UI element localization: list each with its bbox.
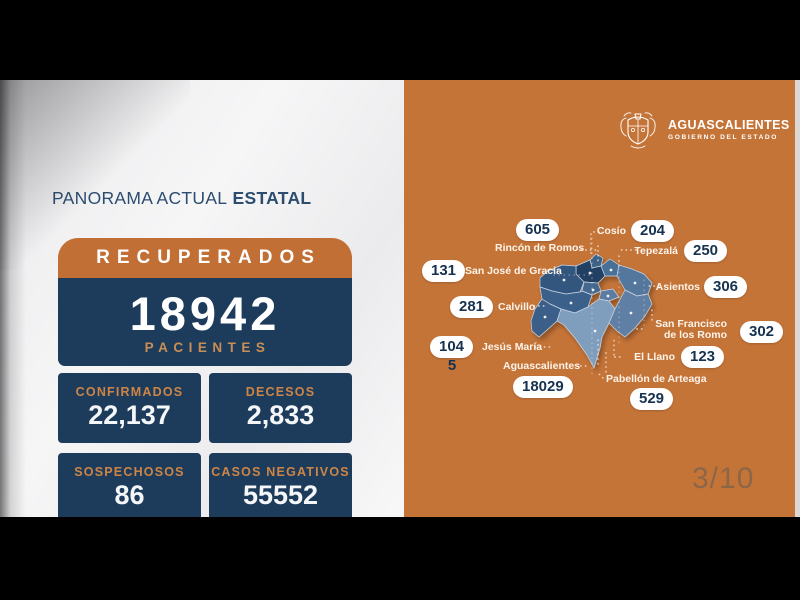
- government-logo: AGUASCALIENTES GOBIERNO DEL ESTADO: [614, 106, 790, 154]
- page-title-regular: PANORAMA ACTUAL: [52, 188, 228, 208]
- stat-value: 86: [114, 480, 145, 511]
- recovered-label: RECUPERADOS: [96, 247, 321, 268]
- badge-jesus-maria: 104: [430, 336, 474, 358]
- badge-asientos: 306: [704, 276, 748, 298]
- page-title-bold: ESTATAL: [232, 188, 312, 208]
- label-san-francisco-de-los-romo: San Francisco de los Romo: [655, 318, 727, 342]
- badge-tepezala: 250: [684, 240, 728, 262]
- badge-calvillo: 281: [450, 296, 494, 318]
- recovered-value: 18942: [129, 286, 281, 340]
- badge-rincon-de-romos: 605: [516, 219, 560, 241]
- coat-of-arms-icon: [620, 112, 656, 149]
- label-calvillo: Calvillo: [498, 301, 536, 313]
- label-asientos: Asientos: [655, 281, 700, 293]
- recovered-body: 18942 PACIENTES: [58, 278, 352, 366]
- recovered-header: RECUPERADOS: [58, 238, 352, 278]
- stat-value: 22,137: [88, 400, 171, 431]
- label-pabellon-de-arteaga: Pabellón de Arteaga: [606, 373, 707, 385]
- badge-jesus-maria-overflow: 5: [447, 357, 457, 374]
- municipality-dots: [543, 268, 637, 333]
- label-san-jose-de-gracia: San José de Gracia: [465, 265, 562, 277]
- stat-value: 55552: [242, 480, 319, 511]
- stat-label: SOSPECHOSOS: [74, 465, 185, 480]
- logo-text: AGUASCALIENTES GOBIERNO DEL ESTADO: [668, 118, 790, 141]
- label-el-llano: El Llano: [634, 351, 675, 363]
- dotted-grid-lines: [553, 237, 645, 375]
- page-title: PANORAMA ACTUAL ESTATAL: [52, 188, 311, 209]
- logo-subtitle: GOBIERNO DEL ESTADO: [668, 133, 779, 141]
- badge-cosio: 204: [631, 220, 675, 242]
- label-cosio: Cosío: [596, 225, 626, 237]
- stat-label: CONFIRMADOS: [75, 385, 184, 400]
- label-rincon-de-romos: Rincón de Romos: [495, 242, 585, 254]
- label-jesus-maria: Jesús María: [482, 341, 543, 353]
- slide-page-indicator: 3/10: [692, 462, 755, 495]
- badge-el-llano: 123: [681, 346, 725, 368]
- slide-edge-strip: [795, 80, 800, 517]
- recovered-unit: PACIENTES: [144, 339, 271, 355]
- stat-card-sospechosos: SOSPECHOSOS 86: [58, 453, 201, 517]
- stat-card-confirmados: CONFIRMADOS 22,137: [58, 373, 201, 443]
- label-aguascalientes: Aguascalientes: [503, 360, 581, 372]
- dotted-connector-lines: [533, 231, 660, 379]
- badge-pabellon-de-arteaga: 529: [630, 388, 674, 410]
- stat-card-casos-negativos: CASOS NEGATIVOS 55552: [209, 453, 352, 517]
- left-stats-panel: PANORAMA ACTUAL ESTATAL RECUPERADOS 1894…: [0, 80, 404, 517]
- recovered-card: RECUPERADOS 18942 PACIENTES: [58, 238, 352, 366]
- aguascalientes-state-map: [530, 231, 660, 379]
- stat-card-decesos: DECESOS 2,833: [209, 373, 352, 443]
- logo-state-name: AGUASCALIENTES: [668, 118, 790, 133]
- stat-grid: CONFIRMADOS 22,137 DECESOS 2,833 SOSPECH…: [58, 373, 352, 517]
- badge-san-francisco-de-los-romo: 302: [740, 321, 784, 343]
- badge-san-jose-de-gracia: 131: [422, 260, 466, 282]
- map-panel: AGUASCALIENTES GOBIERNO DEL ESTADO 605 R…: [404, 80, 795, 517]
- label-tepezala: Tepezalá: [634, 245, 678, 257]
- slide: PANORAMA ACTUAL ESTATAL RECUPERADOS 1894…: [0, 80, 800, 517]
- stat-value: 2,833: [246, 400, 315, 431]
- stat-label: DECESOS: [245, 385, 316, 400]
- badge-aguascalientes: 18029: [513, 376, 573, 398]
- stat-label: CASOS NEGATIVOS: [211, 465, 350, 480]
